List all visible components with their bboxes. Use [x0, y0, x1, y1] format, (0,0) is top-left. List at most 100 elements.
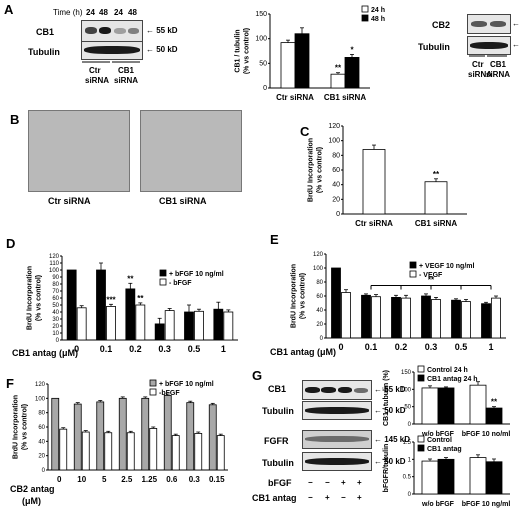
D-bar-ytick-label: 110 — [49, 261, 59, 267]
F-bar-ytick-label: 0 — [42, 468, 46, 474]
F-bar-bar — [118, 397, 127, 471]
E-bar-sig-bracket-label: ** — [428, 276, 435, 285]
cb2-kd: ← 40 kD — [512, 19, 520, 28]
F-bar-ytick-label: 60 — [38, 425, 45, 431]
D-bar-ytick-label: 20 — [52, 324, 59, 330]
group-ctr-a: Ctr — [89, 66, 101, 75]
D-bar-ytick-label: 60 — [52, 296, 59, 302]
F-bar-bar — [149, 428, 158, 471]
E-bar-bar — [391, 296, 401, 339]
C-bar-ytick-label: 60 — [332, 167, 340, 174]
G-bar1-ylabel: CB1 / tubulin (%) — [383, 370, 390, 426]
g-bfgf-sign-2: − — [325, 478, 330, 487]
tubulin-row-label-a: Tubulin — [28, 47, 60, 57]
F-bar-category-label: 0.6 — [166, 475, 178, 484]
C-bar-bar — [424, 181, 448, 215]
E-bar-ylabel: (% vs control) — [300, 273, 307, 319]
F-bar-ytick-label: 100 — [35, 396, 46, 402]
tubulin-blot-a2 — [467, 36, 511, 55]
A-bar-category-label: Ctr siRNA — [276, 93, 314, 102]
F-bar-bar — [59, 428, 68, 471]
d-xlabel: CB1 antag (μM) — [12, 348, 79, 358]
G-bar2-legend-label: Control — [427, 437, 452, 444]
A-bar-sig-mark: ** — [335, 64, 342, 73]
G-bar2-bar — [469, 457, 487, 495]
micrograph-cb1-label: CB1 siRNA — [159, 196, 207, 206]
group-sirna-a1: siRNA — [85, 76, 110, 85]
micrograph-ctr-label: Ctr siRNA — [48, 196, 91, 206]
g-bfgf-sign-1: − — [308, 478, 313, 487]
F-bar-bar — [163, 395, 172, 471]
tubulin-blot-a — [81, 41, 143, 60]
tubulin-kd-a: ← 50 kD — [146, 45, 178, 54]
g-bfgf-sign-4: + — [357, 478, 362, 487]
C-bar-category-label: CB1 siRNA — [415, 219, 457, 228]
panel-letter-d: D — [6, 236, 16, 251]
E-bar-category-label: 0.1 — [365, 342, 378, 352]
D-bar-category-label: 0.2 — [129, 344, 142, 354]
A-bar-bar — [344, 57, 360, 89]
F-bar-legend-label: + bFGF 10 ng/ml — [159, 381, 214, 388]
E-bar-category-label: 1 — [488, 342, 493, 352]
G-bar1-bar — [421, 387, 439, 425]
C-bar-ytick-label: 120 — [328, 123, 340, 130]
group-cb1-a2: CB1 — [490, 60, 507, 69]
g-bfgf-label: bFGF — [268, 478, 292, 488]
G-bar2-ytick-label: 1.5 — [403, 440, 412, 446]
E-bar-ytick-label: 100 — [313, 266, 324, 272]
g-antag-sign-3: − — [341, 493, 346, 502]
D-bar-bar — [184, 311, 194, 341]
A-bar-legend-label: 24 h — [371, 7, 385, 14]
D-bar-bar — [154, 323, 165, 341]
g-tubulin-label1: Tubulin — [262, 406, 294, 416]
F-bar-bar — [51, 397, 60, 471]
E-bar-category-label: 0.5 — [455, 342, 468, 352]
E-bar-bar — [481, 303, 491, 339]
D-bar-ytick-label: 30 — [52, 317, 59, 323]
A-bar-bar — [330, 73, 346, 89]
A-bar-ytick-label: 50 — [259, 60, 267, 67]
tubulin-row-label-a2: Tubulin — [418, 42, 450, 52]
D-bar-bar — [76, 307, 87, 341]
A-bar-category-label: CB1 siRNA — [324, 93, 366, 102]
D-bar-sig-mark: ** — [127, 274, 134, 283]
D-bar-bar — [125, 288, 136, 341]
F-bar-bar — [141, 397, 150, 471]
E-bar-category-label: 0.3 — [425, 342, 438, 352]
G-bar1-bar — [469, 384, 487, 425]
g-tubulin-kd1: ← 50 kD — [374, 406, 406, 415]
G-bar2-ytick-label: 1 — [408, 457, 412, 463]
g-antag-sign-1: − — [308, 493, 313, 502]
g-antag-label: CB1 antag — [252, 493, 297, 503]
cb2-blot — [467, 14, 511, 34]
D-bar-bar — [135, 304, 146, 341]
C-bar-ytick-label: 100 — [328, 138, 340, 145]
F-bar-bar — [104, 432, 113, 471]
A-bar-sig-mark: * — [350, 45, 354, 54]
group-ctr-a2: Ctr — [472, 60, 484, 69]
G-bar2-category-label: bFGF 10 ng/ml — [462, 501, 511, 508]
F-bar-legend-swatch — [149, 379, 157, 387]
group-sirna-a2: siRNA — [114, 76, 139, 85]
micrograph-ctr — [28, 110, 130, 192]
group-sirna-a3: siRNA — [468, 70, 493, 79]
group-cb1-a: CB1 — [118, 66, 135, 75]
D-bar-ylabel: (% vs control) — [36, 275, 43, 321]
D-bar-ytick-label: 120 — [49, 254, 60, 260]
panel-letter-a: A — [4, 2, 14, 17]
E-bar-ytick-label: 60 — [316, 294, 323, 300]
E-bar-legend-label: + VEGF 10 ng/ml — [419, 263, 474, 270]
G-bar1-bar — [485, 407, 503, 425]
F-bar-bar — [73, 403, 82, 471]
C-bar-bar — [362, 149, 386, 215]
F-bar-ytick-label: 20 — [38, 454, 45, 460]
f-xlabel2: (μM) — [22, 496, 41, 506]
F-bar-bar — [171, 435, 180, 471]
G-bar2-legend-swatch — [417, 444, 425, 452]
C-bar-ytick-label: 20 — [332, 196, 340, 203]
D-bar-ytick-label: 0 — [56, 338, 60, 344]
C-bar-ytick-label: 80 — [332, 152, 340, 159]
F-bar-category-label: 0.3 — [189, 475, 201, 484]
E-bar-ytick-label: 0 — [320, 336, 324, 342]
